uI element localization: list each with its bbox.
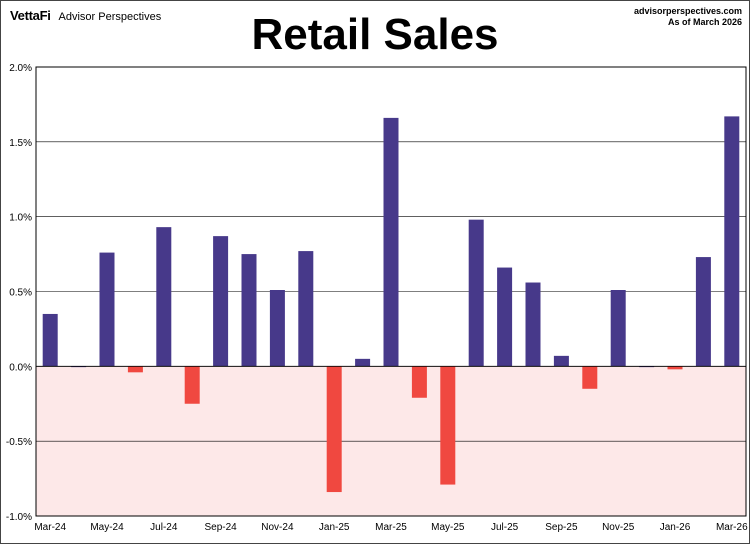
x-tick-label: Mar-24 (34, 522, 66, 533)
bar-Apr-25 (411, 366, 427, 398)
bar-Feb-26 (695, 257, 711, 367)
y-tick-label: -1.0% (6, 512, 32, 523)
x-tick-label: Sep-24 (204, 522, 237, 533)
x-tick-label: May-24 (90, 522, 124, 533)
y-tick-label: 2.0% (9, 63, 32, 74)
brand-name: Advisor Perspectives (58, 11, 162, 23)
y-tick-label: 1.5% (9, 138, 32, 149)
x-tick-label: Jul-25 (491, 522, 519, 533)
vettafi-logo: VettaFi (10, 8, 51, 23)
bar-Sep-24 (213, 236, 229, 367)
x-tick-label: Jul-24 (150, 522, 178, 533)
y-tick-label: 0.0% (9, 362, 32, 373)
x-tick-label: Jan-26 (660, 522, 691, 533)
x-tick-label: Jan-25 (319, 522, 350, 533)
bar-Aug-24 (184, 366, 200, 404)
bar-May-24 (99, 252, 115, 367)
bar-Sep-25 (553, 355, 569, 367)
bar-Jul-24 (156, 227, 172, 367)
x-tick-label: Mar-26 (716, 522, 748, 533)
x-tick-label: Mar-25 (375, 522, 407, 533)
bar-Nov-24 (269, 290, 285, 367)
bar-Jun-25 (468, 219, 484, 367)
bar-Mar-26 (724, 116, 740, 367)
bar-Jul-25 (497, 267, 513, 367)
bar-May-25 (440, 366, 456, 485)
bar-Dec-24 (298, 251, 314, 367)
bar-Jun-24 (127, 366, 143, 373)
bar-Mar-25 (383, 117, 399, 367)
bar-Jan-26 (667, 366, 683, 370)
brand-header: VettaFi Advisor Perspectives (10, 8, 161, 23)
bar-Oct-24 (241, 254, 257, 367)
x-tick-label: May-25 (431, 522, 465, 533)
source-url: advisorperspectives.com (633, 6, 742, 16)
bar-Aug-25 (525, 282, 541, 367)
bar-Nov-25 (610, 290, 626, 367)
y-tick-label: 1.0% (9, 213, 32, 224)
bar-Jan-25 (326, 366, 342, 493)
bar-Mar-24 (42, 313, 58, 367)
y-tick-label: 0.5% (9, 288, 32, 299)
as-of-date: As of March 2026 (667, 17, 742, 27)
plot-area-border (35, 66, 747, 517)
x-tick-label: Nov-25 (602, 522, 635, 533)
x-tick-label: Sep-25 (545, 522, 578, 533)
chart-title: Retail Sales (251, 10, 499, 59)
bar-Feb-25 (355, 358, 371, 367)
bar-Oct-25 (582, 366, 598, 389)
y-tick-label: -0.5% (6, 437, 32, 448)
x-tick-label: Nov-24 (261, 522, 294, 533)
source-block: advisorperspectives.com As of March 2026 (634, 6, 742, 28)
